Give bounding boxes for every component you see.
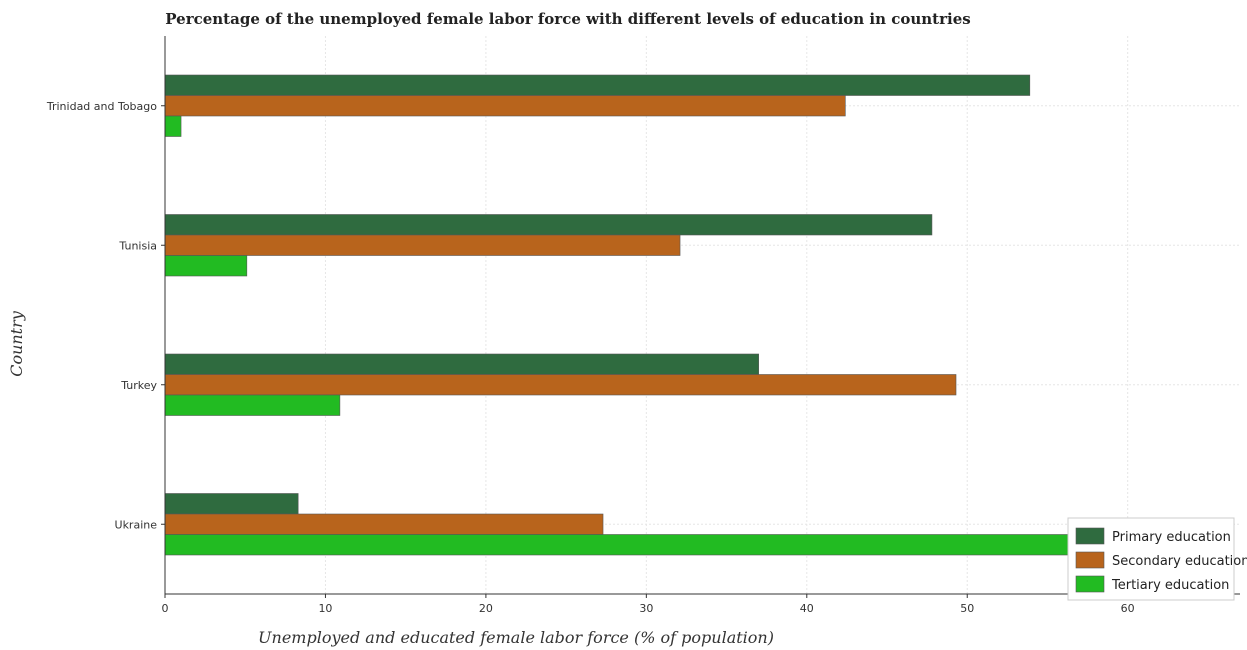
x-tick-label: 20 [479,602,493,615]
legend-label: Tertiary education [1111,578,1229,593]
bar-secondary-education [164,513,604,535]
y-tick-label: Tunisia [118,239,157,252]
legend-swatch [1075,551,1105,569]
y-tick-label: Turkey [120,379,157,392]
bar-primary-education [164,214,933,236]
legend-swatch [1075,575,1105,593]
bar-primary-education [164,353,759,375]
legend-label: Primary education [1112,530,1231,545]
legend: Primary education Secondary education Tert… [1067,517,1247,601]
bar-tertiary-education [164,115,182,137]
legend-label: Secondary education [1112,554,1247,569]
bar-tertiary-education [164,394,341,416]
bar-secondary-education [164,234,681,256]
bar-primary-education [164,493,299,515]
y-axis-label: Country [7,310,26,377]
x-tick-label: 60 [1121,602,1135,615]
x-tick-label: 0 [162,602,169,615]
x-tick-label: 10 [318,602,332,615]
bar-tertiary-education [164,534,1199,556]
legend-swatch [1075,527,1105,545]
bar-secondary-education [164,374,957,396]
x-axis-label: Unemployed and educated female labor for… [258,628,774,647]
chart-title: Percentage of the unemployed female labo… [165,10,970,28]
x-tick-label: 50 [960,602,974,615]
y-tick-label: Trinidad and Tobago [46,100,157,113]
grid [164,36,1240,594]
y-tick-label: Ukraine [115,518,158,531]
x-tick-label: 40 [800,602,814,615]
x-tick-label: 30 [639,602,653,615]
bar-secondary-education [164,95,846,117]
bars [164,74,1199,556]
bar-tertiary-education [164,255,248,277]
bar-primary-education [164,74,1031,96]
